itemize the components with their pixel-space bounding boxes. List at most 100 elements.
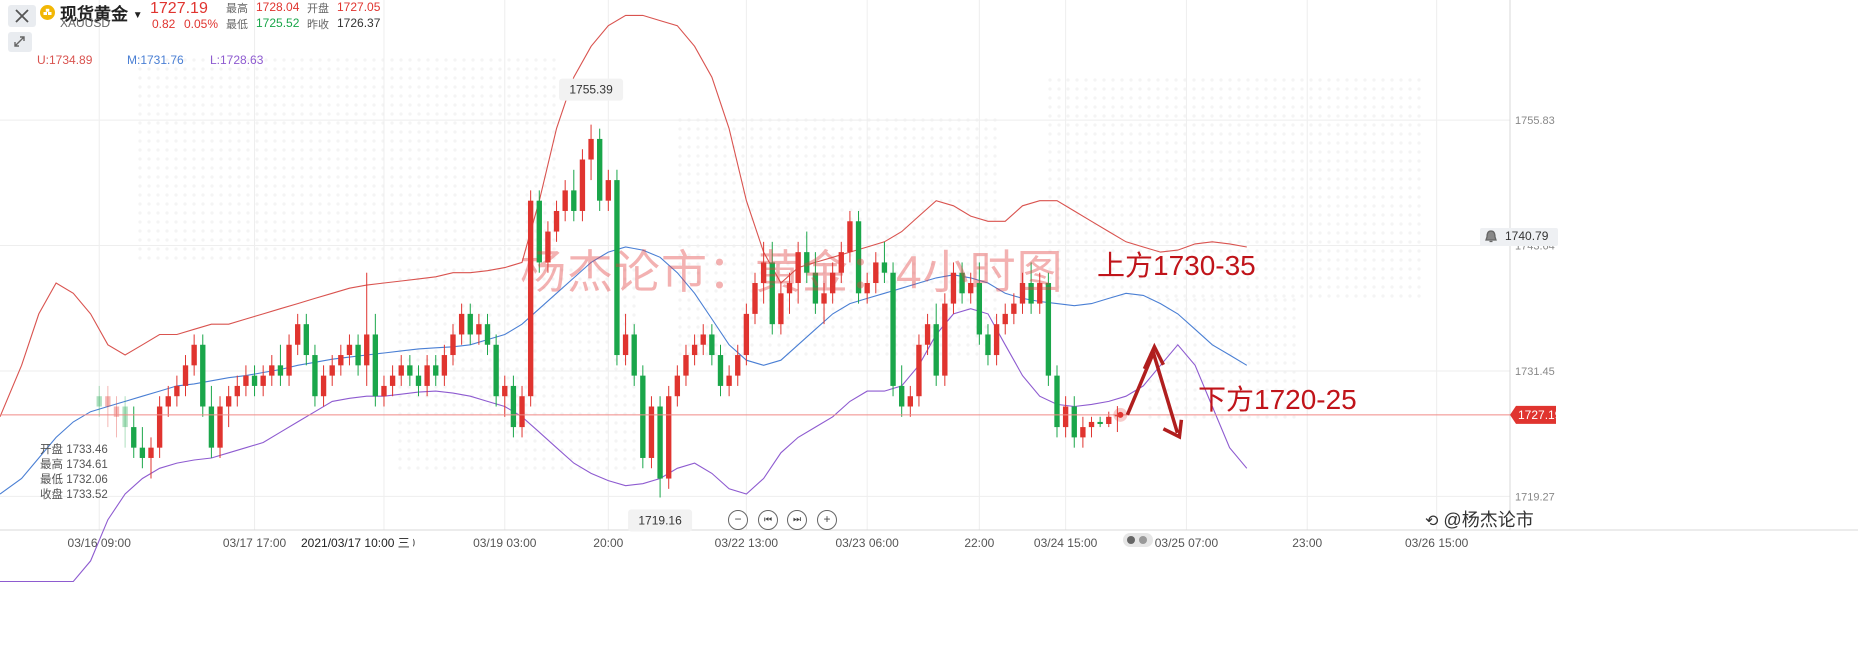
candle-body (726, 375, 732, 386)
candle-body (588, 138, 594, 160)
candle (527, 190, 534, 407)
candle (899, 365, 905, 417)
candle (243, 365, 249, 397)
candle (441, 344, 448, 386)
high-label: 最高 (226, 3, 248, 15)
candle-body (950, 272, 957, 304)
candle (881, 241, 888, 284)
candle (726, 365, 732, 397)
candle (1019, 272, 1026, 314)
candle-body (295, 324, 301, 345)
crosshair-tool-button[interactable] (8, 32, 32, 52)
candle (346, 334, 353, 366)
ohlc-row: 最低 1732.06 (40, 473, 108, 488)
candle (200, 334, 206, 417)
alert-price: 1740.79 (1505, 229, 1549, 243)
candle-body (916, 344, 922, 397)
candle (709, 324, 715, 366)
brand-name: @杨杰论市 (1443, 510, 1534, 530)
candle (640, 365, 646, 469)
candle (364, 272, 370, 386)
candle-body (795, 252, 801, 284)
low-value: 1725.52 (256, 16, 300, 30)
candle-body (1088, 421, 1095, 428)
close-icon (15, 9, 29, 23)
candle-body (355, 344, 361, 366)
candle-body (433, 365, 439, 376)
candle-body (200, 344, 206, 407)
candle-body (1011, 303, 1017, 314)
candle (355, 334, 361, 376)
candle-body (502, 385, 508, 397)
candle (959, 262, 965, 304)
candle (1097, 416, 1103, 428)
zoom-out-button[interactable]: − (728, 510, 748, 530)
candle (786, 272, 793, 314)
instrument-selector[interactable]: 现货黄金 ▼ (60, 0, 143, 25)
ohlc-row: 开盘 1733.46 (40, 443, 108, 458)
price-alert-marker[interactable]: 1740.79 (1480, 228, 1558, 246)
candle-body (208, 406, 215, 448)
scroll-right-button[interactable]: ⏭ (787, 510, 807, 530)
candle-body (174, 385, 180, 397)
candle-body (1080, 427, 1086, 438)
candle-body (890, 272, 896, 386)
candle (269, 355, 275, 386)
candle-body (527, 200, 534, 397)
candle (916, 334, 922, 407)
candle (847, 210, 853, 263)
candle (381, 375, 387, 407)
candle-body (225, 396, 232, 407)
candle-body (312, 355, 318, 397)
candle-body (1019, 283, 1026, 304)
candle (769, 241, 775, 335)
candle-body (277, 365, 284, 376)
candle (502, 375, 508, 417)
candle-body (1071, 406, 1077, 438)
ohlc-info-box: 开盘 1733.46 最高 1734.61 最低 1732.06 收盘 1733… (40, 443, 108, 503)
candle-body (717, 355, 724, 386)
instrument-symbol: XAUUSD (60, 16, 111, 30)
candle-body (415, 375, 422, 386)
candle (113, 396, 120, 438)
price-change-pct: 0.05% (184, 17, 219, 31)
candle (1106, 411, 1112, 428)
candle (579, 149, 586, 222)
scroll-left-button[interactable]: ⏮ (758, 510, 778, 530)
candle-body (622, 334, 629, 356)
candle-body (605, 180, 611, 201)
candle (1071, 396, 1077, 448)
candle (829, 262, 836, 304)
candle-body (156, 406, 163, 448)
candle-body (674, 375, 681, 397)
candle-body (148, 447, 154, 458)
candle (208, 385, 215, 458)
candle-body (993, 324, 1000, 356)
low-label: 最低 (226, 19, 248, 31)
candle (873, 252, 879, 294)
candle-body (441, 355, 448, 376)
ohlc-value: 1732.06 (66, 474, 108, 486)
y-tick-label: 1755.83 (1515, 115, 1555, 127)
candle (743, 303, 750, 366)
zoom-in-button[interactable]: + (817, 510, 837, 530)
candle (450, 324, 456, 366)
scroll-dot (1139, 536, 1147, 544)
candle-body (691, 344, 698, 356)
candle (1054, 365, 1060, 438)
candle-body (821, 293, 827, 304)
candle-body (666, 396, 672, 479)
ohlc-value: 1734.61 (66, 459, 108, 471)
cursor-tool-icon (14, 36, 25, 47)
close-button[interactable] (8, 5, 36, 27)
bell-icon (1485, 230, 1497, 243)
candle-body (1054, 375, 1060, 428)
candle (1045, 272, 1052, 386)
candle-body (933, 324, 939, 376)
current-price-tag (1510, 405, 1556, 424)
candle-body (346, 344, 353, 356)
candle-body (458, 313, 465, 335)
candle (1028, 262, 1034, 314)
candle-body (976, 283, 983, 335)
